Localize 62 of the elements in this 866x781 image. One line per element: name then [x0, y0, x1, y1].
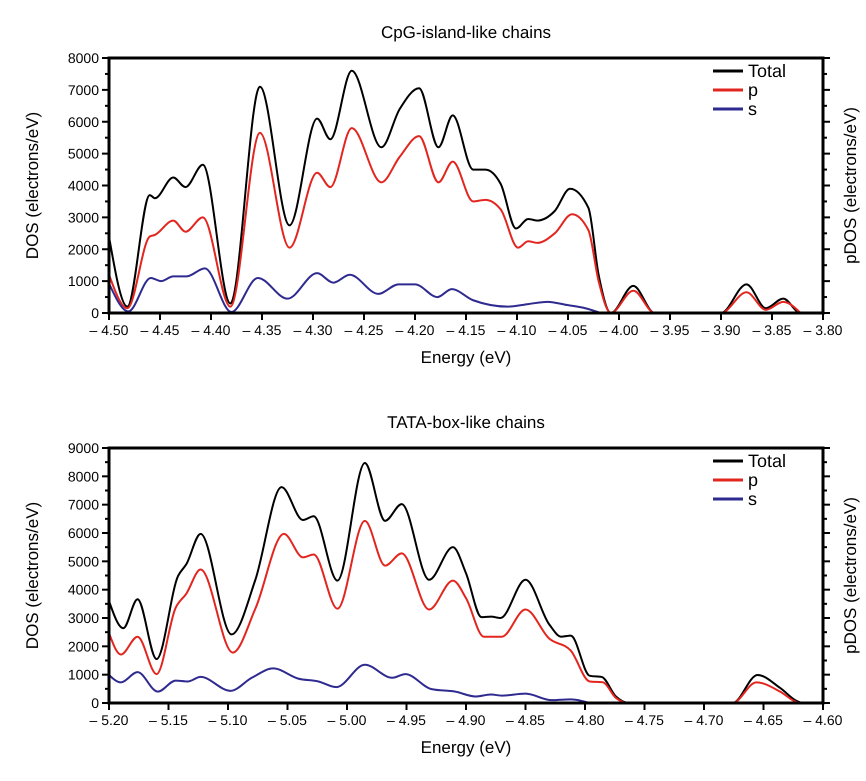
x-tick-label: – 4.45 [140, 322, 180, 338]
x-tick-label: – 3.80 [804, 322, 843, 338]
chart-title: TATA-box-like chains [387, 413, 545, 432]
x-tick-label: – 4.30 [294, 322, 333, 338]
legend-label: s [748, 99, 757, 119]
x-tick-label: – 5.05 [268, 712, 308, 728]
y-axis-title: DOS (electrons/eV) [23, 112, 42, 260]
x-tick-label: – 4.10 [498, 322, 537, 338]
x-tick-label: – 4.60 [804, 712, 843, 728]
x-tick-label: – 4.05 [548, 322, 588, 338]
y2-axis-title: pDOS (electrons/eV) [841, 107, 860, 264]
y-tick-label: 0 [91, 695, 100, 711]
y-axis-title: DOS (electrons/eV) [23, 502, 42, 650]
y-tick-label: 1000 [68, 666, 100, 683]
x-tick-label: – 4.75 [625, 712, 664, 728]
y-tick-label: 6000 [68, 525, 100, 541]
chart-title: CpG-island-like chains [380, 23, 552, 42]
x-tick-label: – 4.00 [600, 322, 639, 338]
y-tick-label: 4000 [68, 582, 100, 598]
x-tick-label: – 5.10 [208, 712, 248, 728]
x-tick-label: – 4.90 [446, 712, 486, 728]
y-tick-label: 2000 [68, 241, 100, 258]
y-tick-label: 5000 [68, 553, 100, 570]
legend-label: Total [748, 451, 786, 471]
y2-axis-title: pDOS (electrons/eV) [841, 497, 860, 654]
y-tick-label: 5000 [68, 146, 100, 162]
x-tick-label: – 4.80 [566, 712, 605, 728]
x-tick-label: – 4.15 [446, 322, 486, 338]
x-tick-label: – 4.95 [387, 712, 426, 728]
y-tick-label: 3000 [68, 209, 100, 226]
y-tick-label: 9000 [68, 440, 100, 456]
x-tick-label: – 4.50 [90, 322, 129, 338]
legend-label: Total [748, 61, 786, 81]
legend-label: p [748, 470, 758, 490]
x-tick-label: – 3.95 [650, 322, 690, 338]
y-tick-label: 8000 [68, 468, 100, 484]
legend-label: p [748, 80, 758, 100]
legend-label: s [748, 489, 757, 509]
x-tick-label: – 4.40 [192, 322, 231, 338]
y-tick-label: 7000 [68, 496, 100, 513]
y-tick-label: 7000 [68, 82, 100, 98]
x-tick-label: – 3.90 [702, 322, 741, 338]
x-tick-label: – 4.70 [684, 712, 724, 728]
x-tick-label: – 4.85 [506, 712, 546, 728]
y-tick-label: 2000 [68, 638, 100, 654]
y-tick-label: 0 [91, 305, 100, 321]
x-axis-title: Energy (eV) [420, 348, 512, 367]
x-tick-label: – 4.35 [242, 322, 282, 338]
x-axis-title: Energy (eV) [420, 738, 512, 757]
x-tick-label: – 3.85 [752, 322, 792, 338]
y-tick-label: 6000 [68, 114, 100, 130]
y-tick-label: 3000 [68, 610, 100, 626]
y-tick-label: 4000 [68, 178, 100, 194]
line-series [108, 127, 802, 314]
x-tick-label: – 4.65 [744, 712, 784, 728]
x-tick-label: – 5.00 [328, 712, 367, 728]
y-tick-label: 1000 [68, 273, 100, 290]
x-tick-label: – 5.20 [90, 712, 129, 728]
x-tick-label: – 5.15 [149, 712, 188, 728]
x-tick-label: – 4.25 [344, 322, 384, 338]
x-tick-label: – 4.20 [396, 322, 435, 338]
y-tick-label: 8000 [68, 50, 100, 66]
